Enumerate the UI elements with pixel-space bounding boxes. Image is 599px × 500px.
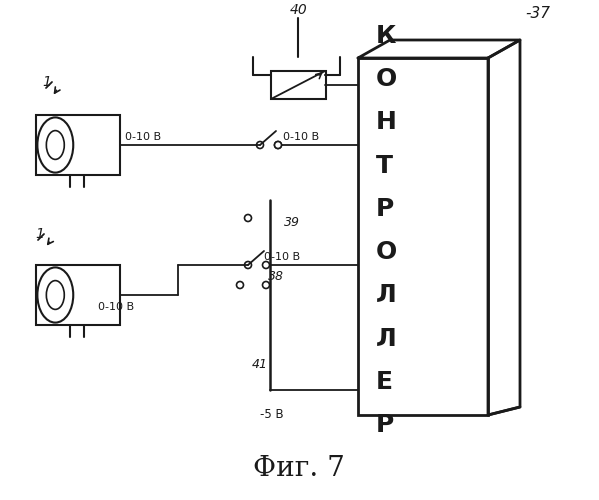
Text: 1: 1 <box>42 75 51 89</box>
Text: О: О <box>376 67 397 91</box>
Text: 0-10 В: 0-10 В <box>264 252 300 262</box>
Ellipse shape <box>46 130 64 160</box>
Bar <box>36 265 120 325</box>
Text: Л: Л <box>376 284 397 308</box>
Circle shape <box>237 282 244 288</box>
Text: 0-10 В: 0-10 В <box>98 302 134 312</box>
Text: Р: Р <box>376 197 394 221</box>
Text: 38: 38 <box>268 270 284 283</box>
Text: 0-10 В: 0-10 В <box>283 132 319 142</box>
Circle shape <box>274 142 282 148</box>
Circle shape <box>262 262 270 268</box>
Circle shape <box>262 282 270 288</box>
Text: 1: 1 <box>35 227 44 241</box>
Text: 39: 39 <box>284 216 300 228</box>
Text: Т: Т <box>376 154 393 178</box>
Text: -37: -37 <box>525 6 550 20</box>
Text: К: К <box>376 24 397 48</box>
Bar <box>36 115 120 175</box>
Text: Л: Л <box>376 326 397 350</box>
Text: -5 В: -5 В <box>260 408 283 422</box>
Ellipse shape <box>37 268 73 322</box>
Ellipse shape <box>46 280 64 310</box>
Circle shape <box>244 262 252 268</box>
Text: О: О <box>376 240 397 264</box>
Text: 41: 41 <box>252 358 268 372</box>
Text: Р: Р <box>376 413 394 437</box>
Text: 40: 40 <box>290 3 308 17</box>
Circle shape <box>274 142 282 148</box>
Circle shape <box>256 142 264 148</box>
Bar <box>358 58 488 415</box>
Text: Е: Е <box>376 370 393 394</box>
Text: Н: Н <box>376 110 397 134</box>
Ellipse shape <box>37 118 73 172</box>
Circle shape <box>244 214 252 222</box>
Text: 0-10 В: 0-10 В <box>125 132 161 142</box>
Text: Фиг. 7: Фиг. 7 <box>253 454 345 481</box>
Bar <box>271 71 326 99</box>
